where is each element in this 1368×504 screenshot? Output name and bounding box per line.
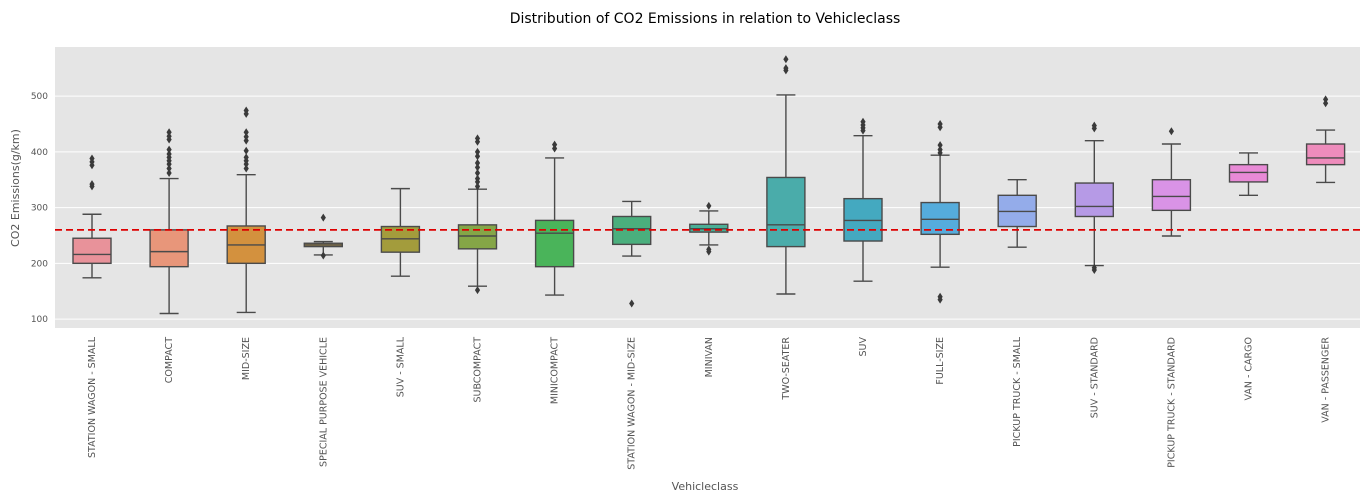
x-axis-label: Vehicleclass — [672, 480, 739, 493]
box-group — [997, 178, 1037, 248]
x-tick-label: STATION WAGON - MID-SIZE — [627, 337, 638, 470]
outlier-point — [706, 201, 712, 210]
outlier-point — [166, 128, 172, 137]
box-group — [1305, 95, 1346, 184]
plot-area — [55, 47, 1360, 328]
outlier-point — [320, 251, 326, 260]
box-group — [72, 154, 112, 279]
box — [149, 229, 189, 268]
y-tick-labels: 100 200 300 400 500 — [31, 92, 48, 325]
outlier-point — [243, 128, 249, 137]
outlier-point — [474, 147, 481, 156]
y-tick-label: 200 — [31, 259, 48, 269]
outlier-point — [474, 286, 481, 295]
y-tick-label: 400 — [31, 148, 48, 158]
outlier-point — [474, 174, 481, 183]
outlier-point — [1168, 127, 1174, 136]
chart-title: Distribution of CO2 Emissions in relatio… — [510, 11, 901, 27]
box-group — [1228, 152, 1269, 197]
outlier-point — [1323, 95, 1329, 104]
outlier-point — [243, 132, 249, 141]
outlier-point — [474, 163, 481, 172]
box-group — [766, 55, 806, 295]
box-group — [689, 201, 729, 256]
x-tick-label: MINIVAN — [704, 337, 715, 377]
outlier-point — [243, 164, 249, 173]
outlier-point — [166, 150, 172, 159]
x-tick-label: FULL-SIZE — [935, 337, 946, 385]
outlier-point — [320, 213, 326, 222]
y-tick-label: 300 — [31, 204, 48, 214]
outlier-point — [89, 154, 95, 163]
outlier-point — [474, 182, 481, 191]
outlier-point — [474, 134, 481, 143]
x-tick-label: TWO-SEATER — [781, 337, 792, 401]
outlier-point — [243, 146, 249, 155]
box — [1151, 178, 1192, 212]
outlier-point — [243, 106, 249, 115]
outlier-point — [166, 164, 172, 173]
box — [534, 219, 575, 268]
outlier-point — [89, 180, 95, 189]
outlier-point — [474, 169, 481, 178]
outlier-point — [860, 117, 866, 126]
outlier-point — [243, 153, 249, 162]
box-group — [380, 187, 421, 277]
box-group — [1074, 121, 1115, 275]
box — [1074, 182, 1115, 218]
outlier-point — [937, 292, 943, 301]
outlier-point — [474, 158, 481, 167]
y-tick-label: 100 — [31, 315, 48, 325]
box-group — [457, 134, 498, 295]
outlier-point — [552, 140, 558, 149]
outlier-point — [474, 152, 481, 161]
box — [1305, 143, 1346, 166]
x-tick-label: MID-SIZE — [241, 337, 252, 380]
x-tick-label: VAN - PASSENGER — [1321, 337, 1332, 423]
boxes — [72, 55, 1346, 315]
box-group — [303, 213, 343, 260]
outlier-point — [629, 299, 635, 308]
box-group — [226, 106, 266, 314]
outlier-point — [937, 119, 943, 128]
box — [72, 237, 112, 265]
x-tick-label: MINICOMPACT — [550, 337, 561, 404]
x-tick-label: PICKUP TRUCK - SMALL — [1012, 336, 1023, 447]
x-tick-label: COMPACT — [164, 337, 175, 383]
outlier-point — [1091, 121, 1097, 130]
outlier-point — [783, 64, 789, 73]
x-tick-label: SPECIAL PURPOSE VEHICLE — [318, 337, 329, 467]
y-axis-label: CO2 Emissions(g/km) — [9, 129, 22, 247]
box-group — [1151, 127, 1192, 237]
x-tick-label: SUV - SMALL — [395, 336, 406, 397]
outlier-point — [166, 145, 172, 154]
x-tick-label: PICKUP TRUCK - STANDARD — [1166, 337, 1177, 468]
outlier-point — [166, 169, 172, 178]
box — [457, 224, 498, 250]
outlier-point — [1091, 263, 1097, 272]
x-tick-label: VAN - CARGO — [1244, 337, 1255, 401]
outlier-point — [937, 145, 943, 154]
outlier-point — [706, 245, 712, 254]
outlier-point — [937, 141, 943, 150]
x-tick-label: SUV — [858, 337, 869, 357]
box — [766, 176, 806, 248]
x-tick-labels: STATION WAGON - SMALL COMPACT MID-SIZE SPEC… — [87, 336, 1332, 469]
box-group — [843, 117, 883, 282]
box-group — [534, 140, 575, 296]
outlier-point — [783, 55, 789, 64]
x-tick-label: STATION WAGON - SMALL — [87, 336, 98, 458]
x-tick-label: SUBCOMPACT — [473, 337, 484, 403]
y-tick-label: 500 — [31, 92, 48, 102]
box — [1228, 163, 1269, 183]
x-tick-label: SUV - STANDARD — [1089, 337, 1100, 418]
box-group — [149, 128, 189, 315]
